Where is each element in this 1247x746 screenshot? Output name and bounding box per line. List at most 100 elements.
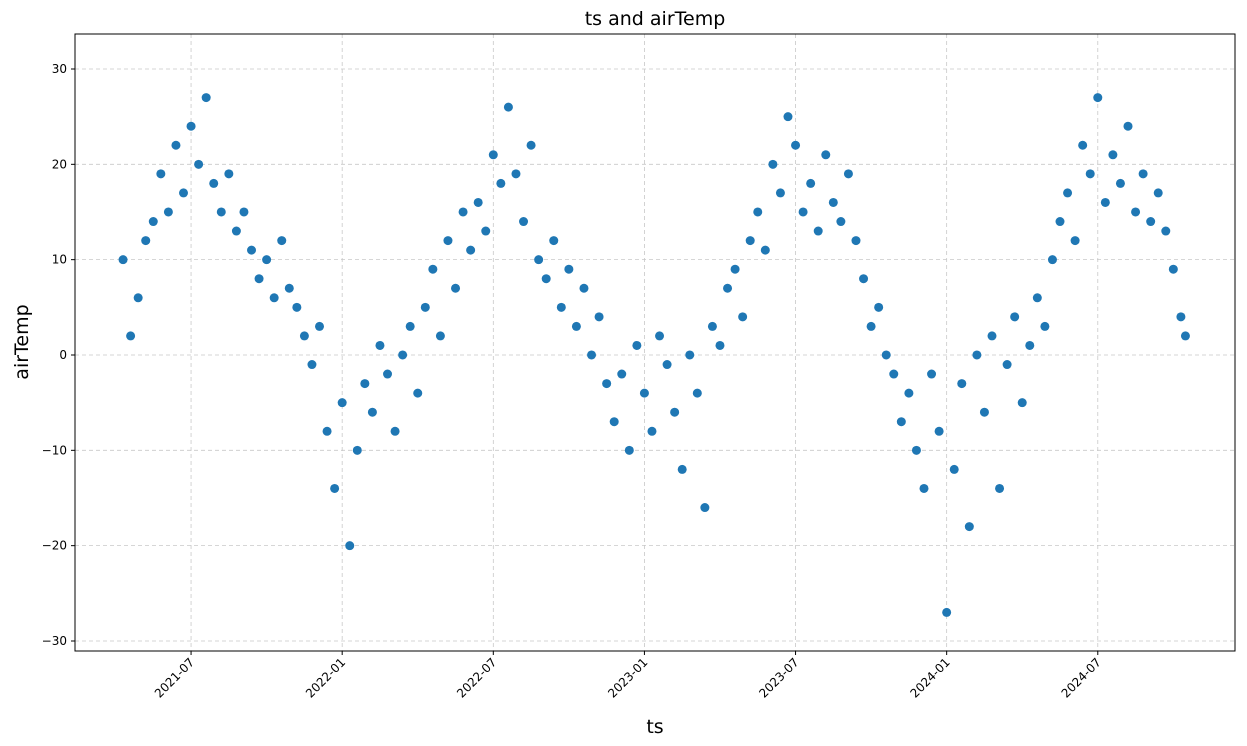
point xyxy=(231,226,241,236)
point xyxy=(602,379,612,389)
point xyxy=(594,312,604,322)
point xyxy=(330,483,340,493)
point xyxy=(1180,331,1190,341)
point xyxy=(1131,207,1141,217)
point xyxy=(307,360,317,370)
point xyxy=(171,140,181,150)
point xyxy=(435,331,445,341)
point xyxy=(798,207,808,217)
point xyxy=(269,293,279,303)
point xyxy=(405,321,415,331)
point xyxy=(927,369,937,379)
point xyxy=(639,388,649,398)
point xyxy=(700,503,710,513)
point xyxy=(987,331,997,341)
point xyxy=(1123,121,1133,131)
point xyxy=(451,283,461,293)
point xyxy=(866,321,876,331)
point xyxy=(473,197,483,207)
point xyxy=(692,388,702,398)
chart-title: ts and airTemp xyxy=(585,8,726,30)
point xyxy=(1115,178,1125,188)
point xyxy=(541,274,551,284)
point xyxy=(315,321,325,331)
point xyxy=(806,178,816,188)
point xyxy=(413,388,423,398)
point xyxy=(556,302,566,312)
y-tick-label: 10 xyxy=(52,253,67,267)
point xyxy=(723,283,733,293)
y-axis-label: airTemp xyxy=(11,304,33,379)
point xyxy=(1040,321,1050,331)
point xyxy=(715,340,725,350)
point xyxy=(851,236,861,246)
point xyxy=(571,321,581,331)
point xyxy=(179,188,189,198)
point xyxy=(995,483,1005,493)
point xyxy=(957,379,967,389)
point xyxy=(934,426,944,436)
point xyxy=(1085,169,1095,179)
point xyxy=(383,369,393,379)
x-tick-label: 2022-01 xyxy=(303,655,348,700)
point xyxy=(367,407,377,417)
point xyxy=(1002,360,1012,370)
point xyxy=(216,207,226,217)
point xyxy=(911,445,921,455)
y-tick-label: 30 xyxy=(52,62,67,76)
point xyxy=(526,140,536,150)
point xyxy=(745,236,755,246)
point xyxy=(730,264,740,274)
grid xyxy=(75,34,1235,651)
points xyxy=(118,93,1190,617)
point xyxy=(345,541,355,551)
point xyxy=(919,483,929,493)
point xyxy=(322,426,332,436)
point xyxy=(1161,226,1171,236)
point xyxy=(186,121,196,131)
point xyxy=(753,207,763,217)
point xyxy=(292,302,302,312)
point xyxy=(337,398,347,408)
point xyxy=(209,178,219,188)
point xyxy=(1153,188,1163,198)
point xyxy=(791,140,801,150)
point xyxy=(609,417,619,427)
point xyxy=(163,207,173,217)
point xyxy=(148,217,158,227)
x-tick-label: 2022-07 xyxy=(454,655,499,700)
point xyxy=(828,197,838,207)
point xyxy=(775,188,785,198)
y-tick-label: 0 xyxy=(59,348,67,362)
point xyxy=(843,169,853,179)
y-tick-label: −30 xyxy=(42,634,67,648)
point xyxy=(360,379,370,389)
point xyxy=(194,159,204,169)
point xyxy=(133,293,143,303)
plot-frame xyxy=(74,33,1236,652)
point xyxy=(738,312,748,322)
point xyxy=(141,236,151,246)
point xyxy=(1047,255,1057,265)
point xyxy=(821,150,831,160)
point xyxy=(632,340,642,350)
point xyxy=(760,245,770,255)
point xyxy=(1100,197,1110,207)
point xyxy=(1108,150,1118,160)
point xyxy=(254,274,264,284)
point xyxy=(375,340,385,350)
point xyxy=(942,607,952,617)
point xyxy=(398,350,408,360)
point xyxy=(519,217,529,227)
point xyxy=(299,331,309,341)
point xyxy=(1032,293,1042,303)
point xyxy=(1063,188,1073,198)
point xyxy=(534,255,544,265)
point xyxy=(1010,312,1020,322)
point xyxy=(1025,340,1035,350)
point xyxy=(579,283,589,293)
point xyxy=(1078,140,1088,150)
x-tick-label: 2024-01 xyxy=(907,655,952,700)
point xyxy=(511,169,521,179)
point xyxy=(420,302,430,312)
